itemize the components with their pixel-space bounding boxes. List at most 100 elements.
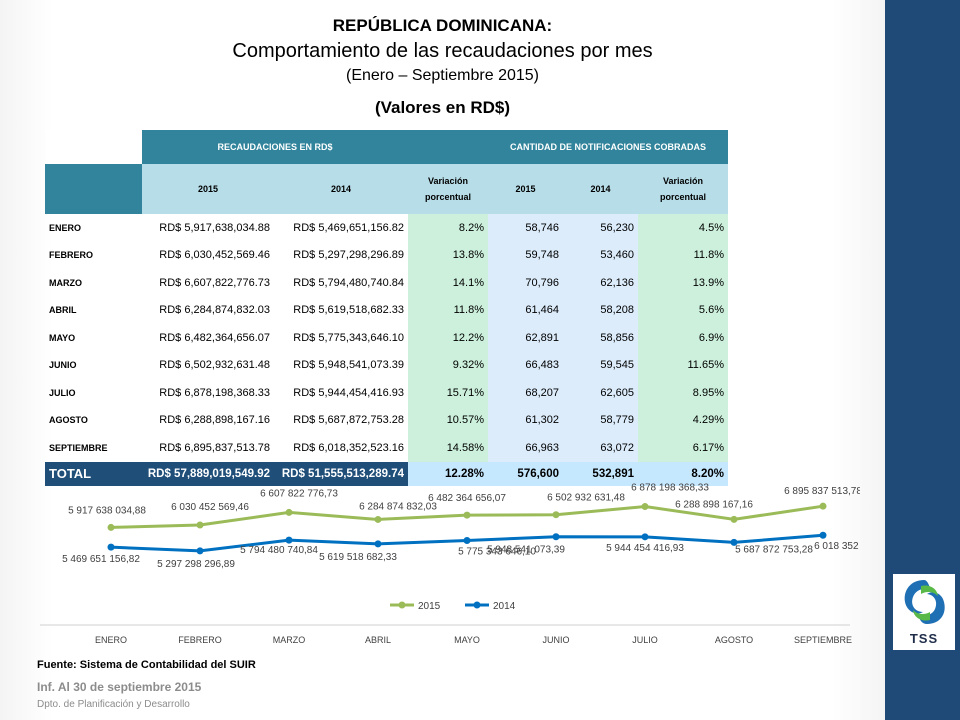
- variation: 12.2%: [408, 324, 488, 352]
- data-label: 6 284 874 832,03: [359, 501, 437, 512]
- x-tick-label: ABRIL: [365, 635, 391, 645]
- collection-2015: RD$ 6,895,837,513.78: [159, 441, 270, 454]
- notif-2014: 63,072: [563, 434, 638, 462]
- data-point: [641, 503, 649, 511]
- collection-2015: RD$ 6,030,452,569.46: [159, 249, 270, 262]
- collection-2015: RD$ 6,288,898,167.16: [159, 414, 270, 427]
- variation: 9.32%: [408, 351, 488, 379]
- data-label: 5 297 298 296,89: [157, 559, 235, 570]
- title-period: (Enero – Septiembre 2015): [346, 67, 539, 84]
- total-label: TOTAL: [45, 461, 142, 486]
- data-label: 5 948 541 073,39: [487, 545, 565, 556]
- x-tick-label: AGOSTO: [715, 635, 753, 645]
- collection-2015: RD$ 6,502,932,631.48: [159, 359, 270, 372]
- data-point: [285, 508, 293, 516]
- data-point: [819, 531, 827, 539]
- data-label: 6 878 198 368,33: [631, 483, 709, 494]
- variation: 14.1%: [408, 269, 488, 297]
- data-point: [285, 536, 293, 544]
- legend-marker: [473, 601, 481, 609]
- data-label: 6 607 822 776,73: [260, 488, 338, 499]
- month-label: MARZO: [49, 277, 82, 288]
- notif-2014: 56,230: [563, 214, 638, 242]
- data-label: 5 775 343 646,10: [458, 547, 536, 558]
- title-country: REPÚBLICA DOMINICANA:: [332, 16, 553, 35]
- department: Dpto. de Planificación y Desarrollo: [37, 699, 190, 710]
- total-notif-variation: 8.20%: [638, 461, 728, 486]
- x-tick-label: JULIO: [632, 635, 658, 645]
- month-label: JULIO: [49, 387, 76, 398]
- notif-2014: 62,605: [563, 379, 638, 407]
- col-2015: 2015: [142, 164, 274, 214]
- data-point: [730, 538, 738, 546]
- collection-2015: RD$ 6,284,874,832.03: [159, 304, 270, 317]
- x-tick-label: FEBRERO: [178, 635, 222, 645]
- data-label: 5 619 518 682,33: [319, 552, 397, 563]
- variation: 15.71%: [408, 379, 488, 407]
- notif-2014: 58,779: [563, 406, 638, 434]
- data-point: [641, 533, 649, 541]
- table-row: MAYO RD$ 6,482,364,656.07 RD$ 5,775,343,64…: [45, 324, 728, 352]
- data-label: 6 502 932 631,48: [547, 493, 625, 504]
- notif-2014: 53,460: [563, 241, 638, 269]
- notif-2014: 59,545: [563, 351, 638, 379]
- col-notif-2015: 2015: [488, 164, 563, 214]
- table-row: MARZO RD$ 6,607,822,776.73 RD$ 5,794,480,7…: [45, 269, 728, 297]
- notif-variation: 8.95%: [638, 379, 728, 407]
- data-point: [463, 511, 471, 519]
- x-tick-label: MAYO: [454, 635, 480, 645]
- data-point: [730, 515, 738, 523]
- total-notif-2014: 532,891: [563, 461, 638, 486]
- table-total-row: TOTAL RD$ 57,889,019,549.92 RD$ 51,555,5…: [45, 461, 728, 486]
- tss-logo-mark: [904, 580, 945, 624]
- collection-2015: RD$ 6,482,364,656.07: [159, 331, 270, 344]
- line-chart: ENERO FEBRERO MARZO ABRIL MAYO JUNIO JULIO AGOS…: [40, 483, 860, 645]
- table-row: JUNIO RD$ 6,502,932,631.48 RD$ 5,948,541,0…: [45, 351, 728, 379]
- notif-2015: 61,464: [488, 296, 563, 324]
- table-sub-header: 2015 2014 Variación porcentual 2015 2014…: [45, 164, 728, 214]
- notif-2015: 61,302: [488, 406, 563, 434]
- notif-variation: 11.65%: [638, 351, 728, 379]
- collection-2014: RD$ 6,018,352,523.16: [293, 441, 404, 454]
- notif-2015: 66,963: [488, 434, 563, 462]
- variation: 13.8%: [408, 241, 488, 269]
- source-note: Fuente: Sistema de Contabilidad del SUIR: [37, 659, 256, 671]
- total-variation: 12.28%: [408, 461, 488, 486]
- data-point: [463, 537, 471, 545]
- logo-text: TSS: [909, 631, 939, 646]
- data-label: 6 288 898 167,16: [675, 499, 753, 510]
- data-label: 6 030 452 569,46: [171, 502, 249, 513]
- month-label: JUNIO: [49, 360, 77, 371]
- notif-2015: 59,748: [488, 241, 563, 269]
- col-notif-2014: 2014: [563, 164, 638, 214]
- total-2014: RD$ 51,555,513,289.74: [274, 461, 408, 486]
- collections-table: RECAUDACIONES EN RD$ CANTIDAD DE NOTIFIC…: [45, 130, 728, 486]
- col-2014: 2014: [274, 164, 408, 214]
- data-point: [196, 521, 204, 529]
- collection-2014: RD$ 5,469,651,156.82: [293, 221, 404, 234]
- table-row: JULIO RD$ 6,878,198,368.33 RD$ 5,944,454,4…: [45, 379, 728, 407]
- data-point: [374, 540, 382, 548]
- month-label: MAYO: [49, 332, 76, 343]
- data-point: [107, 543, 115, 551]
- data-label: 5 794 480 740,84: [240, 545, 318, 556]
- notif-2014: 58,856: [563, 324, 638, 352]
- x-tick-label: MARZO: [273, 635, 306, 645]
- notif-2015: 68,207: [488, 379, 563, 407]
- notif-2015: 62,891: [488, 324, 563, 352]
- notif-variation: 11.8%: [638, 241, 728, 269]
- data-point: [107, 523, 115, 531]
- notif-2015: 66,483: [488, 351, 563, 379]
- variation: 10.57%: [408, 406, 488, 434]
- table-group-header: RECAUDACIONES EN RD$ CANTIDAD DE NOTIFIC…: [45, 130, 728, 164]
- x-tick-label: JUNIO: [543, 635, 570, 645]
- collection-2015: RD$ 6,607,822,776.73: [159, 276, 270, 289]
- title-units: (Valores en RD$): [374, 98, 511, 117]
- data-label: 5 917 638 034,88: [68, 505, 146, 516]
- notif-variation: 6.9%: [638, 324, 728, 352]
- table-row: ABRIL RD$ 6,284,874,832.03 RD$ 5,619,518,6…: [45, 296, 728, 324]
- tss-logo: TSS: [893, 574, 955, 650]
- notif-2015: 70,796: [488, 269, 563, 297]
- data-label: 5 687 872 753,28: [735, 544, 813, 555]
- data-point: [552, 511, 560, 519]
